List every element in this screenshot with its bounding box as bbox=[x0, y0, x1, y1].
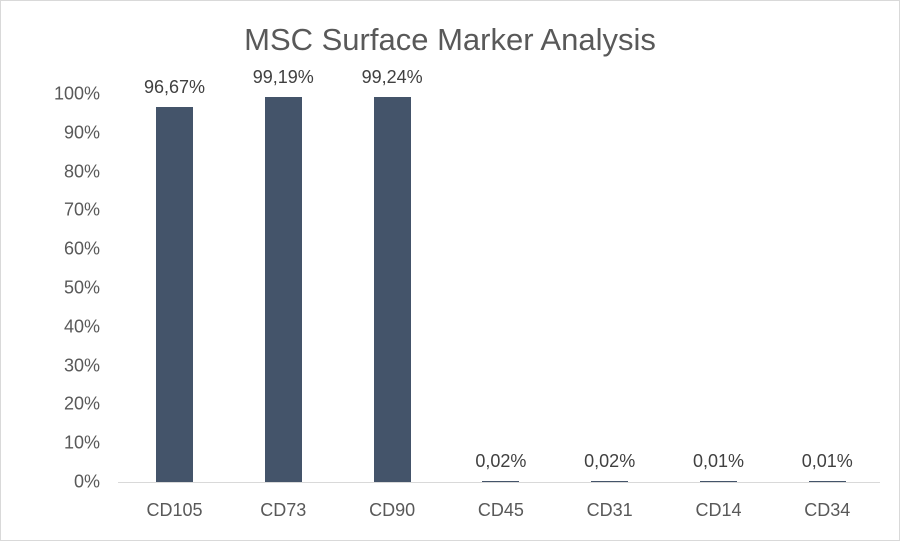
data-label: 0,01% bbox=[801, 450, 853, 471]
bar-cd90 bbox=[373, 96, 411, 482]
data-label: 99,19% bbox=[252, 67, 314, 88]
x-tick-label: CD105 bbox=[146, 500, 203, 520]
bar-cd105 bbox=[156, 106, 193, 482]
x-tick-label: CD31 bbox=[586, 500, 633, 520]
data-label: 96,67% bbox=[143, 76, 206, 97]
bar-cd73 bbox=[264, 97, 302, 482]
chart-title: MSC Surface Marker Analysis bbox=[244, 22, 656, 57]
y-tick-label: 70% bbox=[63, 199, 100, 220]
bar-cd14 bbox=[700, 480, 737, 482]
y-tick-label: 80% bbox=[63, 161, 100, 182]
y-tick-label: 90% bbox=[63, 122, 100, 143]
bar-cd34 bbox=[808, 480, 846, 482]
y-tick-label: 30% bbox=[63, 355, 100, 376]
x-tick-label: CD90 bbox=[369, 500, 416, 520]
data-label: 0,02% bbox=[475, 450, 527, 471]
bar-cd31 bbox=[591, 480, 629, 482]
data-label: 99,24% bbox=[361, 66, 423, 87]
data-label: 0,01% bbox=[692, 450, 745, 471]
x-tick-label: CD14 bbox=[695, 500, 742, 520]
y-tick-label: 100% bbox=[53, 83, 100, 104]
x-tick-label: CD34 bbox=[804, 500, 851, 520]
x-tick-label: CD73 bbox=[260, 500, 307, 520]
y-tick-label: 60% bbox=[63, 238, 100, 259]
y-tick-label: 50% bbox=[63, 277, 100, 298]
y-tick-label: 40% bbox=[63, 316, 100, 337]
data-label: 0,02% bbox=[584, 450, 636, 471]
bar-cd45 bbox=[482, 480, 520, 482]
x-tick-label: CD45 bbox=[477, 500, 524, 520]
y-tick-label: 0% bbox=[73, 471, 100, 492]
y-tick-label: 20% bbox=[63, 393, 100, 414]
x-axis-line bbox=[118, 482, 880, 483]
y-tick-label: 10% bbox=[63, 432, 100, 453]
